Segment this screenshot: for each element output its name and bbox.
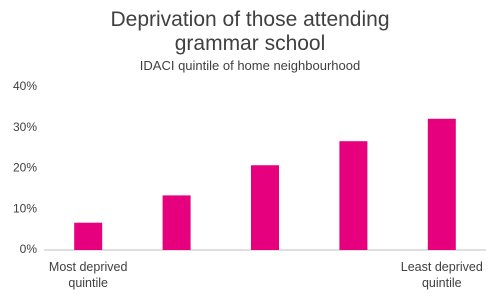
bar <box>339 141 368 250</box>
y-tick-label: 10% <box>13 201 37 215</box>
bar <box>162 195 191 250</box>
x-tick-label: Most deprived quintile <box>48 260 128 290</box>
y-tick-label: 0% <box>20 242 38 256</box>
x-tick-label: Least deprived quintile <box>400 260 483 290</box>
bar <box>251 165 279 250</box>
chart-title: Deprivation of those attending grammar s… <box>110 8 390 55</box>
y-tick-label: 30% <box>13 120 37 134</box>
bar <box>74 222 103 250</box>
chart-subtitle: IDACI quintile of home neighbourhood <box>139 58 361 73</box>
bar <box>427 118 456 250</box>
y-tick-label: 40% <box>13 79 37 93</box>
y-tick-label: 20% <box>13 161 37 175</box>
